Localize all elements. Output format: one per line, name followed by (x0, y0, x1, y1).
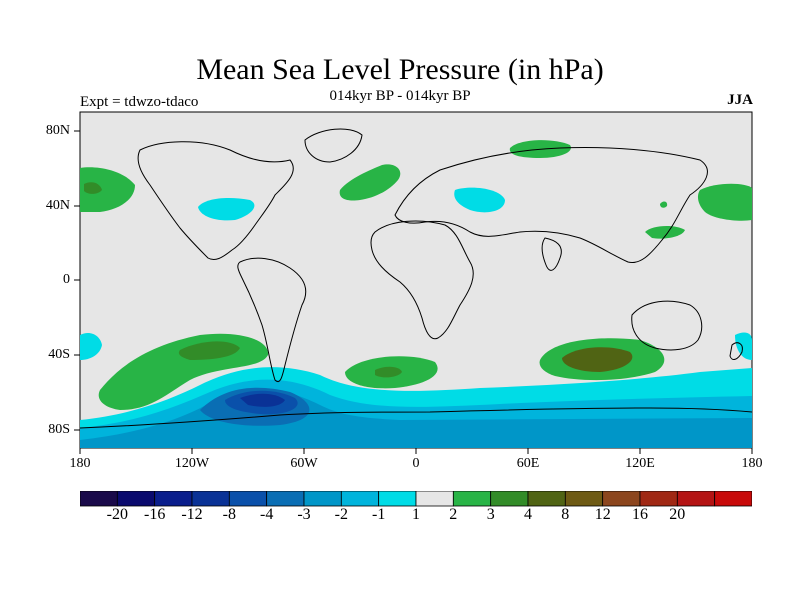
coast-south-america (237, 257, 307, 383)
colorbar (80, 491, 752, 507)
lat-tick-label: 40S (48, 347, 70, 362)
coast-antarctica (79, 407, 753, 429)
colorbar-swatch (676, 491, 716, 507)
contour-green2-sh-atlantic (375, 366, 402, 378)
contour-green-np-east (697, 183, 752, 221)
colorbar-swatch (527, 491, 566, 507)
lat-tick-label: 40N (45, 198, 70, 213)
contour-cyan-eu (454, 187, 505, 213)
axis-ticks (74, 130, 753, 454)
colorbar-label: -2 (334, 506, 348, 523)
colorbar-label: -16 (144, 506, 166, 523)
colorbar-label: 20 (669, 506, 686, 523)
colorbar-swatch (378, 491, 417, 507)
season-label: JJA (727, 92, 753, 108)
lon-tick-label: 180 (69, 456, 91, 471)
map-title: Mean Sea Level Pressure (in hPa) (196, 53, 604, 86)
colorbar-label: 12 (594, 506, 611, 523)
contour-green-np-west (80, 167, 135, 212)
colorbar-label: 4 (524, 506, 532, 523)
lat-tick-label: 80N (45, 123, 70, 138)
colorbar-label: -8 (222, 506, 236, 523)
colorbar-swatch (452, 491, 492, 507)
contour-green2-sh-indian (562, 347, 633, 372)
contour-green-n-atlantic (339, 164, 401, 201)
colorbar-swatch (116, 491, 156, 507)
colorbar-swatch (564, 491, 604, 507)
colorbar-label: -4 (260, 506, 274, 523)
colorbar-label: 16 (632, 506, 648, 523)
lon-tick-label: 0 (412, 456, 420, 471)
coast-africa (370, 220, 474, 340)
lon-tick-label: 180 (741, 456, 763, 471)
contour-green-small (660, 201, 668, 208)
coast-greenland (304, 128, 363, 163)
coast-india (541, 237, 562, 271)
colorbar-swatch (340, 491, 380, 507)
colorbar-swatch (490, 491, 529, 507)
experiment-label: Expt = tdwzo-tdaco (80, 94, 199, 110)
lon-tick-label: 120W (174, 456, 210, 471)
colorbar-label: 1 (412, 506, 420, 523)
colorbar-swatch (602, 491, 641, 507)
contour-green2-np-west (84, 182, 102, 194)
colorbar-swatch (228, 491, 268, 507)
colorbar-swatch (639, 491, 678, 507)
lat-tick-label: 80S (48, 422, 70, 437)
coastlines (79, 128, 753, 429)
coast-north-america (137, 141, 294, 261)
colorbar-swatch (415, 491, 454, 507)
contour-cyan-east (735, 332, 752, 360)
coast-eurasia (394, 147, 708, 264)
map-subtitle: 014kyr BP - 014kyr BP (329, 88, 471, 104)
colorbar-swatch (80, 491, 118, 507)
colorbar-swatch (714, 491, 752, 507)
contour-cyan-west (80, 333, 102, 360)
coast-australia (631, 300, 703, 351)
colorbar-labels: -20 -16 -12 -8 -4 -3 -2 -1 1 2 3 4 8 12 16 20 (80, 506, 752, 528)
lon-tick-label: 60W (290, 456, 318, 471)
colorbar-label: 8 (561, 506, 570, 523)
colorbar-label: -1 (372, 506, 386, 523)
colorbar-label: -20 (106, 506, 128, 523)
colorbar-swatch (266, 491, 305, 507)
contour-cyan-na (198, 198, 255, 221)
colorbar-label: 2 (449, 506, 458, 523)
colorbar-label: 3 (486, 506, 495, 523)
lon-tick-label: 120E (625, 456, 655, 471)
colorbar-swatch (154, 491, 193, 507)
contour-green2-sh-pacific (178, 341, 240, 360)
contour-antarctic-blue5 (240, 393, 285, 407)
colorbar-label: -12 (181, 506, 203, 523)
colorbar-label: -3 (297, 506, 311, 523)
colorbar-swatch (191, 491, 230, 507)
contour-fills (80, 140, 752, 448)
contour-green-japan (645, 226, 685, 239)
lat-tick-label: 0 (63, 272, 70, 287)
coast-new-zealand (729, 342, 743, 360)
colorbar-swatch (303, 491, 342, 507)
lon-tick-label: 60E (516, 456, 540, 471)
